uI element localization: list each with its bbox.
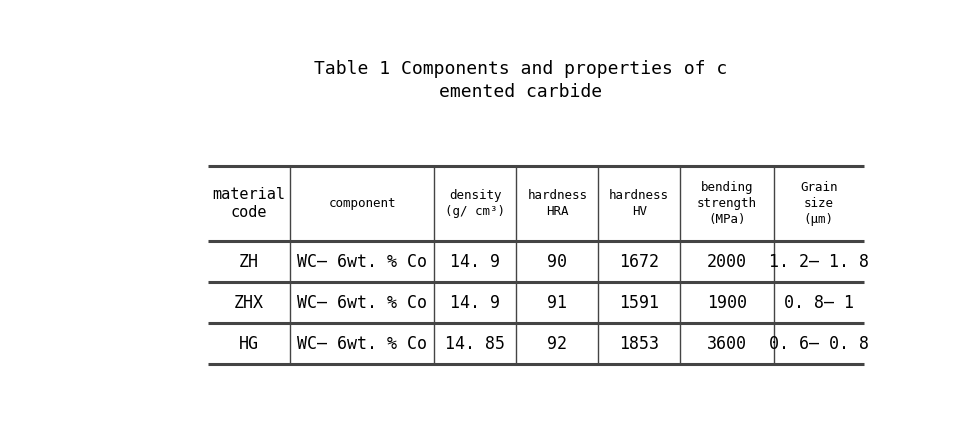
Text: 91: 91 — [547, 294, 568, 312]
Text: HG: HG — [239, 335, 260, 353]
Text: hardness
HV: hardness HV — [609, 189, 669, 218]
Text: 3600: 3600 — [707, 335, 746, 353]
Text: 90: 90 — [547, 253, 568, 271]
Text: hardness
HRA: hardness HRA — [527, 189, 587, 218]
Text: 1853: 1853 — [619, 335, 659, 353]
Text: Table 1 Components and properties of c
emented carbide: Table 1 Components and properties of c e… — [314, 60, 727, 101]
Text: ZHX: ZHX — [234, 294, 264, 312]
Text: WC– 6wt. % Co: WC– 6wt. % Co — [297, 253, 428, 271]
Text: 2000: 2000 — [707, 253, 746, 271]
Text: 92: 92 — [547, 335, 568, 353]
Text: 14. 85: 14. 85 — [445, 335, 505, 353]
Text: 1591: 1591 — [619, 294, 659, 312]
Text: density
(g/ cm³): density (g/ cm³) — [445, 189, 505, 218]
Text: 14. 9: 14. 9 — [450, 294, 501, 312]
Text: 0. 8– 1: 0. 8– 1 — [783, 294, 853, 312]
Text: component: component — [329, 197, 396, 210]
Text: 1900: 1900 — [707, 294, 746, 312]
Text: Grain
size
(μm): Grain size (μm) — [800, 181, 838, 226]
Text: 0. 6– 0. 8: 0. 6– 0. 8 — [769, 335, 869, 353]
Text: 14. 9: 14. 9 — [450, 253, 501, 271]
Text: 1. 2– 1. 8: 1. 2– 1. 8 — [769, 253, 869, 271]
Text: WC– 6wt. % Co: WC– 6wt. % Co — [297, 335, 428, 353]
Text: bending
strength
(MPa): bending strength (MPa) — [697, 181, 757, 226]
Text: ZH: ZH — [239, 253, 260, 271]
Text: WC– 6wt. % Co: WC– 6wt. % Co — [297, 294, 428, 312]
Text: material
code: material code — [213, 187, 286, 220]
Text: 1672: 1672 — [619, 253, 659, 271]
